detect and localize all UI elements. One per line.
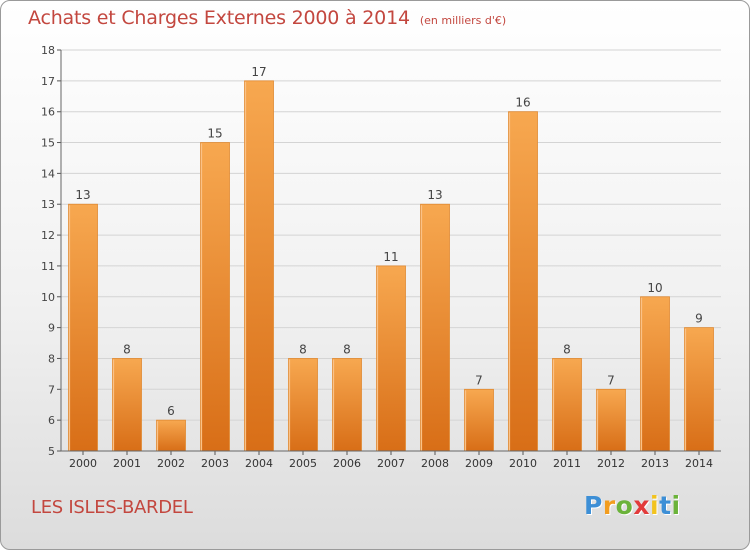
y-tick-label: 16 [41, 106, 55, 119]
bar [552, 358, 582, 452]
y-tick-label: 11 [41, 260, 55, 273]
data-label: 8 [563, 342, 571, 356]
y-tick-label: 9 [48, 322, 55, 335]
data-label: 15 [207, 127, 222, 141]
y-tick-label: 17 [41, 75, 55, 88]
bar [244, 80, 274, 452]
bar [68, 203, 98, 452]
logo-letter: P [584, 491, 603, 520]
bar [420, 203, 450, 452]
data-label: 8 [343, 342, 351, 356]
bar [288, 358, 318, 452]
bar [376, 265, 406, 452]
chart-title-row: Achats et Charges Externes 2000 à 2014 (e… [28, 7, 506, 29]
x-tick-label: 2011 [553, 457, 581, 470]
chart-unit-note: (en milliers d'€) [419, 14, 507, 27]
y-tick-label: 15 [41, 137, 55, 150]
data-label: 13 [75, 188, 90, 202]
proxiti-logo[interactable]: Proxiti [584, 491, 681, 520]
bar [332, 358, 362, 452]
logo-letter: i [671, 491, 681, 520]
data-label: 13 [427, 188, 442, 202]
x-tick-label: 2002 [157, 457, 185, 470]
x-tick-label: 2014 [685, 457, 713, 470]
x-tick-label: 2009 [465, 457, 493, 470]
y-tick-label: 8 [48, 352, 55, 365]
data-label: 11 [383, 250, 398, 264]
data-label: 16 [515, 96, 530, 110]
x-tick-label: 2012 [597, 457, 625, 470]
bar [200, 142, 230, 452]
y-tick-label: 5 [48, 445, 55, 458]
logo-letter: t [659, 491, 672, 520]
x-tick-label: 2000 [69, 457, 97, 470]
data-label: 9 [695, 312, 703, 326]
bar [684, 327, 714, 452]
data-label: 10 [647, 281, 662, 295]
bar [508, 111, 538, 452]
y-tick-label: 13 [41, 198, 55, 211]
y-tick-label: 6 [48, 414, 55, 427]
axes: 5 6 7 8 9 10 11 12 13 14 15 16 17 18 2000 2001 2002 2003 2… [41, 44, 721, 470]
logo-letter: o [615, 491, 634, 520]
y-tick-label: 12 [41, 229, 55, 242]
y-tick-label: 18 [41, 44, 55, 57]
bar [112, 358, 142, 452]
bar [596, 388, 626, 452]
data-label: 8 [299, 342, 307, 356]
logo-letter: r [602, 491, 616, 520]
x-tick-label: 2013 [641, 457, 669, 470]
bar [156, 419, 186, 452]
data-label: 17 [251, 65, 266, 79]
place-name: LES ISLES-BARDEL [31, 497, 193, 518]
y-tick-label: 7 [48, 383, 55, 396]
x-tick-label: 2006 [333, 457, 361, 470]
logo-letter: i [650, 491, 660, 520]
x-tick-label: 2004 [245, 457, 273, 470]
x-tick-label: 2010 [509, 457, 537, 470]
chart-title: Achats et Charges Externes 2000 à 2014 [28, 7, 410, 29]
data-label: 7 [607, 373, 615, 387]
data-label: 6 [167, 404, 175, 418]
x-tick-label: 2008 [421, 457, 449, 470]
bars [68, 80, 714, 452]
data-label: 7 [475, 373, 483, 387]
x-tick-label: 2007 [377, 457, 405, 470]
bar [464, 388, 494, 452]
bar [640, 296, 670, 452]
y-tick-label: 14 [41, 167, 55, 180]
data-label: 8 [123, 342, 131, 356]
y-tick-label: 10 [41, 291, 55, 304]
x-tick-label: 2005 [289, 457, 317, 470]
logo-letter: x [633, 491, 650, 520]
x-tick-label: 2001 [113, 457, 141, 470]
data-labels: 13 8 6 15 17 8 8 11 13 7 16 8 7 10 9 [75, 65, 702, 418]
x-tick-label: 2003 [201, 457, 229, 470]
